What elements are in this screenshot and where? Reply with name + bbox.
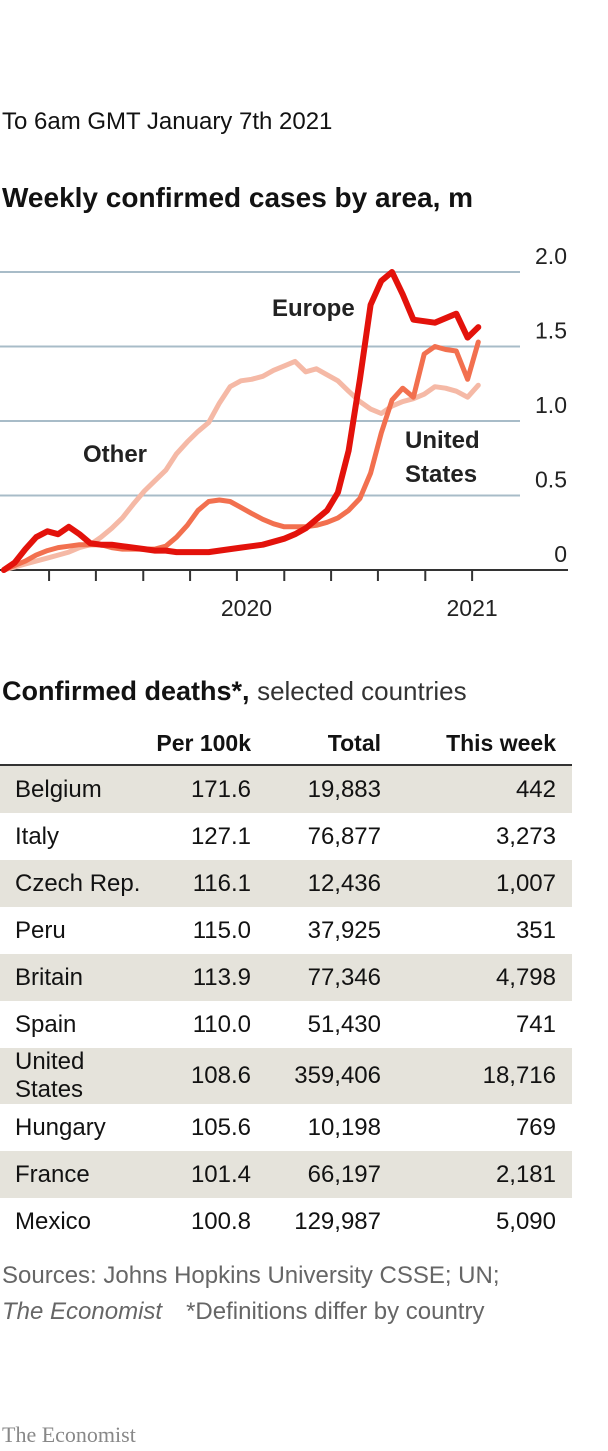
cell: 4,798 bbox=[381, 954, 572, 1001]
cell: 101.4 bbox=[141, 1151, 251, 1198]
header-cell bbox=[0, 722, 141, 766]
cell: 5,090 bbox=[495, 1207, 556, 1235]
column-header: Per 100k bbox=[141, 722, 251, 766]
series-line bbox=[1, 339, 481, 573]
country: Czech Rep. bbox=[0, 860, 141, 907]
cell: 100.8 bbox=[190, 1207, 251, 1235]
cell: 110.0 bbox=[192, 1010, 251, 1038]
cell: 1,007 bbox=[381, 860, 572, 907]
column-header: Total bbox=[251, 722, 381, 766]
header-row: Per 100k Total This week bbox=[0, 722, 572, 766]
table-row: Belgium 171.6 19,883 442 bbox=[0, 765, 572, 813]
cell: 12,436 bbox=[251, 860, 381, 907]
cell: 3,273 bbox=[495, 822, 556, 850]
cell: 171.6 bbox=[141, 765, 251, 813]
cell: 108.6 bbox=[141, 1048, 251, 1104]
y-tick-label: 0 bbox=[554, 541, 567, 567]
table-subtitle: selected countries bbox=[257, 676, 467, 706]
country: Peru bbox=[15, 916, 66, 944]
deaths-table: Per 100k Total This week Belgium 171.6 19,883… bbox=[0, 722, 572, 1245]
sources: Sources: Johns Hopkins University CSSE; … bbox=[2, 1262, 500, 1289]
table-row: United States 108.6 359,406 18,716 bbox=[0, 1048, 572, 1104]
country: France bbox=[0, 1151, 141, 1198]
series-label: Other bbox=[83, 441, 148, 468]
country: United States bbox=[0, 1048, 141, 1104]
chart-title: Weekly confirmed cases by area, m bbox=[2, 182, 474, 213]
table-title: Confirmed deaths*, bbox=[2, 676, 250, 706]
x-tick-label: 2021 bbox=[447, 595, 498, 621]
series-label: United States bbox=[405, 427, 480, 488]
cell: 741 bbox=[515, 1010, 556, 1038]
column-header: This week bbox=[381, 722, 572, 766]
cell: 116.1 bbox=[141, 860, 251, 907]
cell: 127.1 bbox=[190, 822, 251, 850]
table-row: France 101.4 66,197 2,181 bbox=[0, 1151, 572, 1198]
country: Italy bbox=[15, 822, 60, 850]
sources-line: The Economist *Definitions differ by coun… bbox=[2, 1298, 484, 1326]
cell: 769 bbox=[515, 1113, 556, 1141]
cell: 2,181 bbox=[381, 1151, 572, 1198]
cell: 105.6 bbox=[190, 1113, 251, 1141]
y-tick-label: 1.5 bbox=[535, 318, 567, 344]
country: Hungary bbox=[15, 1113, 106, 1141]
table-row: Spain 110.0 51,430 741 bbox=[0, 1001, 572, 1048]
table-row: Hungary 105.6 10,198 769 bbox=[0, 1104, 572, 1151]
cell: 113.9 bbox=[141, 954, 251, 1001]
chart: 0 0.5 1.0 1.5 2.0 2020 2021 bbox=[0, 243, 568, 621]
cell: 77,346 bbox=[251, 954, 381, 1001]
x-tick-label: 2020 bbox=[221, 595, 272, 621]
cell: 37,925 bbox=[307, 916, 381, 944]
cell: 18,716 bbox=[381, 1048, 572, 1104]
footnote: *Definitions differ by country bbox=[186, 1298, 485, 1325]
country: Belgium bbox=[0, 765, 141, 813]
table-row: Britain 113.9 77,346 4,798 bbox=[0, 954, 572, 1001]
cell: 66,197 bbox=[251, 1151, 381, 1198]
y-tick-label: 2.0 bbox=[535, 243, 567, 269]
cell: 359,406 bbox=[251, 1048, 381, 1104]
table-row: Italy 127.1 76,877 3,273 bbox=[0, 813, 572, 860]
cell: 115.0 bbox=[192, 916, 251, 944]
brand: The Economist bbox=[2, 1422, 136, 1447]
cell: 442 bbox=[381, 765, 572, 813]
cell: 51,430 bbox=[307, 1010, 381, 1038]
country: Mexico bbox=[15, 1207, 92, 1235]
y-tick-label: 0.5 bbox=[535, 467, 567, 493]
cell: 351 bbox=[515, 916, 556, 944]
country: Spain bbox=[15, 1010, 77, 1038]
cell: 19,883 bbox=[251, 765, 381, 813]
series-line bbox=[0, 269, 482, 573]
y-tick-label: 1.0 bbox=[535, 392, 567, 418]
publication: The Economist bbox=[2, 1298, 163, 1325]
country: Britain bbox=[0, 954, 141, 1001]
cell: 129,987 bbox=[294, 1207, 381, 1235]
date-note: To 6am GMT January 7th 2021 bbox=[2, 108, 333, 135]
cell: 10,198 bbox=[307, 1113, 381, 1141]
series-label: Europe bbox=[272, 295, 355, 322]
cell: 76,877 bbox=[307, 822, 381, 850]
table-row: Mexico 100.8 129,987 5,090 bbox=[0, 1198, 572, 1245]
table-row: Czech Rep. 116.1 12,436 1,007 bbox=[0, 860, 572, 907]
table-heading: Confirmed deaths*, selected countries bbox=[2, 676, 467, 707]
table-row: Peru 115.0 37,925 351 bbox=[0, 907, 572, 954]
